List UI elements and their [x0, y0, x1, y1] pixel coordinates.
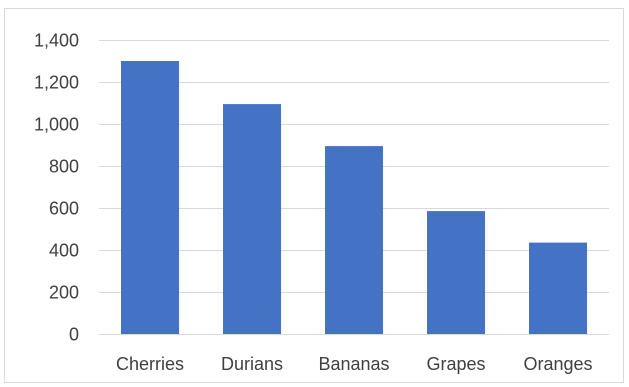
x-tick-label: Cherries — [116, 354, 184, 374]
y-tick-label: 400 — [49, 241, 79, 261]
y-tick-label: 200 — [49, 283, 79, 303]
x-tick-label: Bananas — [318, 354, 389, 374]
y-tick-label: 1,400 — [34, 31, 79, 51]
x-tick-label: Oranges — [523, 354, 592, 374]
bar-grapes — [427, 211, 485, 334]
chart-frame — [4, 8, 624, 383]
y-tick-label: 1,000 — [34, 115, 79, 135]
bar-cherries — [121, 61, 179, 334]
x-tick-label: Grapes — [426, 354, 485, 374]
x-axis-tick-labels: Cherries Durians Bananas Grapes Oranges — [116, 354, 593, 374]
y-tick-label: 0 — [69, 325, 79, 345]
bar-durians — [223, 104, 281, 334]
x-tick-label: Durians — [221, 354, 283, 374]
y-tick-label: 600 — [49, 199, 79, 219]
bar-bananas — [325, 146, 383, 334]
y-axis-tick-labels: 0 200 400 600 800 1,000 1,200 1,400 — [34, 31, 79, 345]
y-tick-label: 1,200 — [34, 73, 79, 93]
bars — [121, 61, 587, 334]
bar-oranges — [529, 242, 587, 334]
y-tick-label: 800 — [49, 157, 79, 177]
